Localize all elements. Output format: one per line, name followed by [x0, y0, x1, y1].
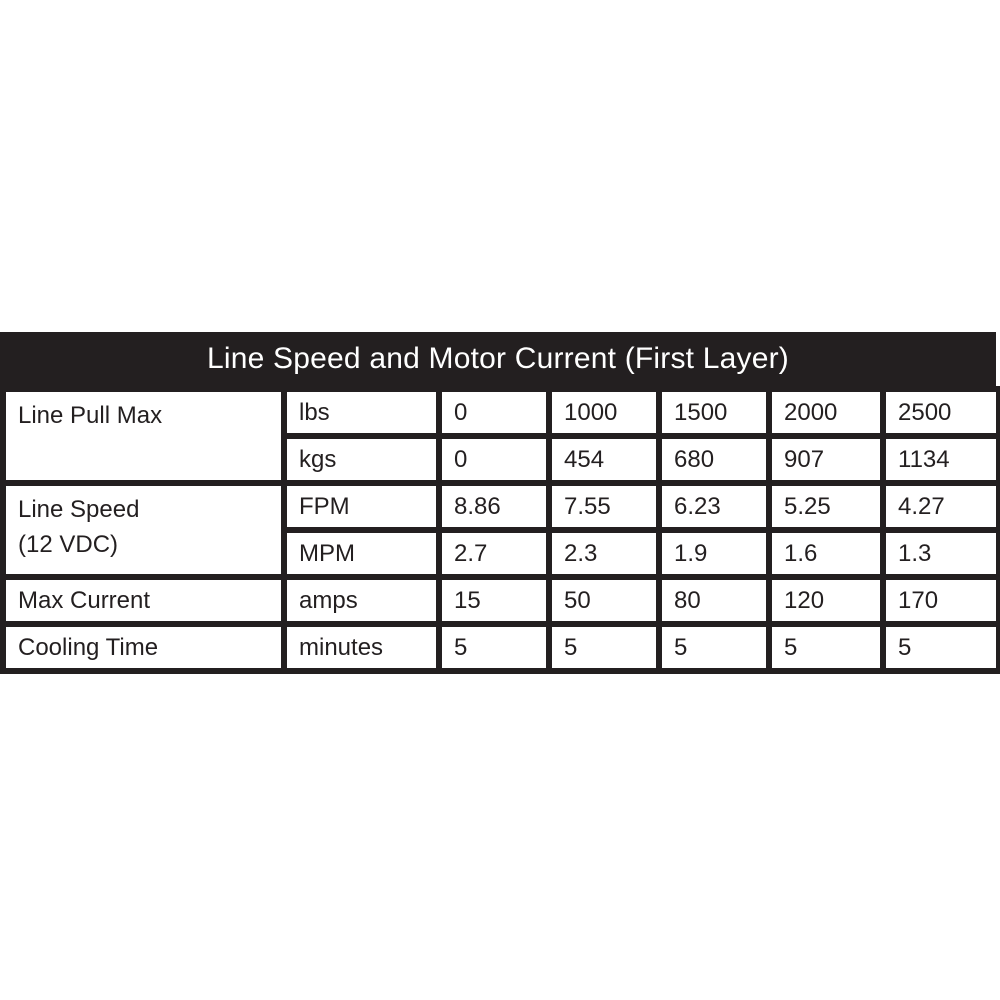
value-cell: 907: [766, 433, 886, 486]
row-label-text: Line Speed: [18, 496, 140, 523]
value-cell: 5: [766, 621, 886, 674]
unit-cell: minutes: [281, 621, 442, 674]
value-cell: 5: [880, 621, 1000, 674]
value-cell: 8.86: [436, 480, 552, 533]
value-cell: 1.9: [656, 527, 772, 580]
value-cell: 5.25: [766, 480, 886, 533]
unit-cell: MPM: [281, 527, 442, 580]
value-cell: 680: [656, 433, 772, 486]
value-cell: 2.3: [546, 527, 662, 580]
value-cell: 0: [436, 386, 552, 439]
value-cell: 4.27: [880, 480, 1000, 533]
spec-table: Line Speed and Motor Current (First Laye…: [0, 332, 1000, 674]
row-label-text: Line Pull Max: [18, 402, 163, 429]
value-cell: 1134: [880, 433, 1000, 486]
value-cell: 5: [436, 621, 552, 674]
row-label-max-current: Max Current: [0, 574, 287, 627]
value-cell: 50: [546, 574, 662, 627]
value-cell: 15: [436, 574, 552, 627]
row-label-line-speed: Line Speed (12 VDC): [0, 480, 287, 580]
value-cell: 2.7: [436, 527, 552, 580]
table-title: Line Speed and Motor Current (First Laye…: [207, 342, 789, 375]
value-cell: 6.23: [656, 480, 772, 533]
table-row: Cooling Time minutes 5 5 5 5 5: [0, 621, 1000, 674]
row-label-cooling-time: Cooling Time: [0, 621, 287, 674]
value-cell: 1500: [656, 386, 772, 439]
value-cell: 170: [880, 574, 1000, 627]
table-row: kgs 0 454 680 907 1134: [3, 433, 1000, 486]
table-row: Line Pull Max lbs 0 1000 1500 2000 2500: [0, 386, 1000, 486]
table-row: Line Speed (12 VDC) FPM 8.86 7.55 6.23 5…: [0, 480, 1000, 580]
unit-cell: amps: [281, 574, 442, 627]
value-cell: 1000: [546, 386, 662, 439]
value-cell: 7.55: [546, 480, 662, 533]
table-row: MPM 2.7 2.3 1.9 1.6 1.3: [3, 527, 1000, 580]
value-cell: 5: [656, 621, 772, 674]
value-cell: 80: [656, 574, 772, 627]
unit-cell: kgs: [281, 433, 442, 486]
spec-table-grid: Line Pull Max lbs 0 1000 1500 2000 2500 …: [0, 386, 1000, 674]
value-cell: 1.6: [766, 527, 886, 580]
value-cell: 454: [546, 433, 662, 486]
value-cell: 120: [766, 574, 886, 627]
table-title-bar: Line Speed and Motor Current (First Laye…: [0, 332, 996, 386]
row-label-line-pull-max: Line Pull Max: [0, 386, 287, 486]
value-cell: 2500: [880, 386, 1000, 439]
value-cell: 1.3: [880, 527, 1000, 580]
unit-cell: FPM: [281, 480, 442, 533]
value-cell: 2000: [766, 386, 886, 439]
value-cell: 0: [436, 433, 552, 486]
table-row: Max Current amps 15 50 80 120 170: [0, 574, 1000, 627]
value-cell: 5: [546, 621, 662, 674]
unit-cell: lbs: [281, 386, 442, 439]
row-label-text: (12 VDC): [18, 531, 119, 558]
